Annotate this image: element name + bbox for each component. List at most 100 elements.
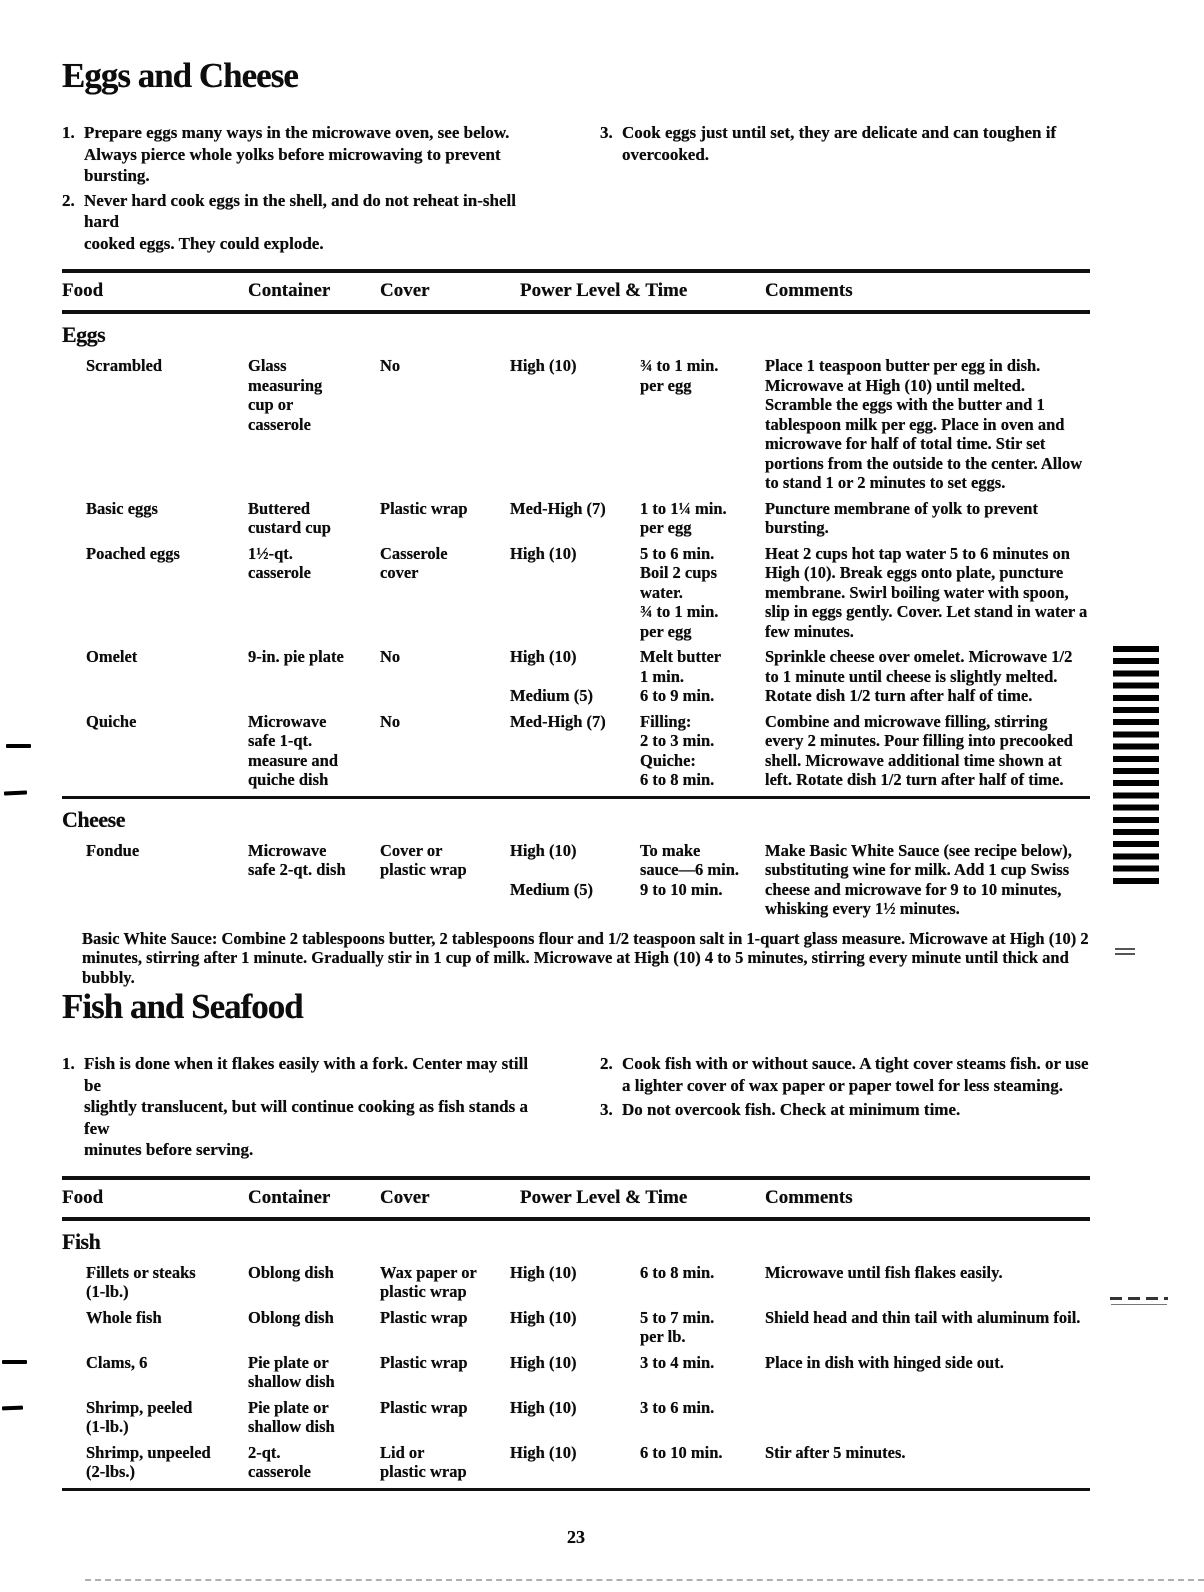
cell-container: 2-qt. casserole bbox=[248, 1442, 311, 1482]
cell-food: Shrimp, unpeeled (2-lbs.) bbox=[86, 1442, 211, 1482]
cell-comments: Place in dish with hinged side out. bbox=[765, 1352, 1004, 1372]
section-divider-rule bbox=[62, 795, 1090, 799]
notes-left-column: 1. Prepare eggs many ways in the microwa… bbox=[62, 122, 540, 257]
note-item: 3. Do not overcook fish. Check at minimu… bbox=[600, 1099, 1090, 1121]
table-row: Omelet 9-in. pie plate No High (10) Medi… bbox=[62, 647, 1090, 706]
eggs-cheese-table-header: Food Container Cover Power Level & Time … bbox=[62, 273, 1090, 310]
cell-comments: Place 1 teaspoon butter per egg in dish.… bbox=[765, 356, 1083, 492]
scan-artifact-right-dashes bbox=[1110, 1297, 1168, 1300]
note-text: Do not overcook fish. Check at minimum t… bbox=[622, 1100, 961, 1119]
cell-comments: Microwave until fish flakes easily. bbox=[765, 1262, 1003, 1282]
scan-artifact-left-dash bbox=[1, 1405, 24, 1411]
cell-power-level: High (10) bbox=[510, 356, 577, 375]
cell-container: Pie plate or shallow dish bbox=[248, 1397, 335, 1437]
table-row: Fillets or steaks (1-lb.) Oblong dish Wa… bbox=[62, 1263, 1090, 1302]
cell-cover: Plastic wrap bbox=[380, 1352, 468, 1372]
cell-cover: No bbox=[380, 647, 401, 666]
header-cover: Cover bbox=[380, 1186, 430, 1208]
cell-comments: Heat 2 cups hot tap water 5 to 6 minutes… bbox=[765, 543, 1088, 641]
note-text: Cook eggs just until set, they are delic… bbox=[622, 123, 1057, 164]
cell-power-level: High (10) bbox=[510, 1397, 577, 1417]
note-number: 2. bbox=[62, 190, 75, 210]
cell-cover: Plastic wrap bbox=[380, 1307, 468, 1327]
group-title-eggs: Eggs bbox=[62, 322, 106, 347]
note-number: 1. bbox=[62, 123, 75, 142]
cell-cover: Plastic wrap bbox=[380, 498, 468, 518]
cell-container: Buttered custard cup bbox=[248, 498, 331, 538]
group-title-fish: Fish bbox=[62, 1228, 101, 1254]
cell-power-level: High (10) Medium (5) bbox=[510, 647, 593, 705]
scan-artifact-left-dash bbox=[2, 1360, 27, 1364]
cell-time: 6 to 10 min. bbox=[640, 1442, 723, 1462]
notes-right-column: 2. Cook fish with or without sauce. A ti… bbox=[600, 1053, 1090, 1164]
cell-container: Microwave safe 2-qt. dish bbox=[248, 840, 346, 880]
cell-food: Basic eggs bbox=[86, 498, 158, 518]
cell-cover: Wax paper or plastic wrap bbox=[380, 1262, 477, 1302]
cell-power-level: High (10) Medium (5) bbox=[510, 840, 593, 899]
cell-cover: Plastic wrap bbox=[380, 1397, 468, 1417]
table-header-rule bbox=[62, 310, 1090, 314]
note-number: 2. bbox=[600, 1054, 613, 1073]
cell-cover: Cover or plastic wrap bbox=[380, 840, 467, 880]
fish-rows: Fillets or steaks (1-lb.) Oblong dish Wa… bbox=[62, 1263, 1090, 1482]
cell-time: Melt butter 1 min. 6 to 9 min. bbox=[640, 647, 722, 705]
table-row: Shrimp, peeled (1-lb.) Pie plate or shal… bbox=[62, 1398, 1090, 1437]
cell-comments: Puncture membrane of yolk to prevent bur… bbox=[765, 498, 1038, 538]
table-top-rule bbox=[62, 269, 1090, 273]
eggs-cheese-notes: 1. Prepare eggs many ways in the microwa… bbox=[62, 122, 1090, 257]
header-comments: Comments bbox=[765, 280, 853, 301]
cell-power-level: High (10) bbox=[510, 1352, 577, 1372]
header-container: Container bbox=[248, 1186, 331, 1208]
table-row: Shrimp, unpeeled (2-lbs.) 2-qt. casserol… bbox=[62, 1443, 1090, 1482]
cell-container: Pie plate or shallow dish bbox=[248, 1352, 335, 1392]
cell-food: Whole fish bbox=[86, 1307, 162, 1327]
cell-time: To make sauce—6 min. 9 to 10 min. bbox=[640, 840, 739, 899]
fish-table-header: Food Container Cover Power Level & Time … bbox=[62, 1180, 1090, 1217]
page-number: 23 bbox=[567, 1526, 585, 1547]
cell-food: Scrambled bbox=[86, 356, 163, 375]
cell-cover: Casserole cover bbox=[380, 543, 448, 583]
cell-comments: Sprinkle cheese over omelet. Microwave 1… bbox=[765, 647, 1073, 705]
cell-time: 3 to 6 min. bbox=[640, 1397, 715, 1417]
cell-comments: Combine and microwave filling, stirring … bbox=[765, 711, 1073, 790]
fish-seafood-notes: 1. Fish is done when it flakes easily wi… bbox=[62, 1053, 1090, 1164]
cell-comments: Stir after 5 minutes. bbox=[765, 1442, 906, 1462]
table-row: Whole fish Oblong dish Plastic wrap High… bbox=[62, 1308, 1090, 1347]
header-comments: Comments bbox=[765, 1186, 853, 1208]
cell-container: Glass measuring cup or casserole bbox=[248, 356, 323, 434]
table-row: Clams, 6 Pie plate or shallow dish Plast… bbox=[62, 1353, 1090, 1392]
cell-power-level: High (10) bbox=[510, 1442, 577, 1462]
notes-left-column: 1. Fish is done when it flakes easily wi… bbox=[62, 1053, 540, 1164]
note-number: 1. bbox=[62, 1054, 75, 1073]
cell-comments: Make Basic White Sauce (see recipe below… bbox=[765, 840, 1072, 919]
fish-seafood-title: Fish and Seafood bbox=[62, 987, 304, 1026]
cell-time: Filling: 2 to 3 min. Quiche: 6 to 8 min. bbox=[640, 711, 715, 790]
footnote-text: Combine 2 tablespoons butter, 2 tablespo… bbox=[82, 928, 1089, 987]
cell-container: Oblong dish bbox=[248, 1262, 334, 1282]
header-cover: Cover bbox=[380, 280, 430, 301]
cell-cover: Lid or plastic wrap bbox=[380, 1442, 467, 1482]
cell-time: 1 to 1¼ min. per egg bbox=[640, 498, 727, 538]
cell-time: 5 to 7 min. per lb. bbox=[640, 1307, 715, 1347]
cheese-rows: Fondue Microwave safe 2-qt. dish Cover o… bbox=[62, 841, 1090, 919]
cell-food: Clams, 6 bbox=[86, 1352, 148, 1372]
scan-artifact-equals-mark bbox=[1115, 948, 1135, 955]
header-power-time: Power Level & Time bbox=[520, 280, 688, 301]
cell-container: 1½-qt. casserole bbox=[248, 543, 311, 583]
cell-container: Microwave safe 1-qt. measure and quiche … bbox=[248, 711, 338, 790]
scan-artifact-left-dash bbox=[3, 790, 28, 796]
note-item: 2. Never hard cook eggs in the shell, an… bbox=[62, 190, 540, 255]
cell-comments: Shield head and thin tail with aluminum … bbox=[765, 1307, 1081, 1327]
header-food: Food bbox=[62, 1186, 104, 1208]
cell-time: 3 to 4 min. bbox=[640, 1352, 715, 1372]
table-top-rule bbox=[62, 1175, 1090, 1180]
scan-artifact-binding-bars bbox=[1113, 646, 1159, 890]
cell-time: 5 to 6 min. Boil 2 cups water. ¾ to 1 mi… bbox=[640, 543, 719, 641]
note-text: Never hard cook eggs in the shell, and d… bbox=[84, 190, 516, 253]
cell-power-level: High (10) bbox=[510, 1307, 577, 1327]
table-row: Quiche Microwave safe 1-qt. measure and … bbox=[62, 712, 1090, 790]
note-number: 3. bbox=[600, 123, 613, 142]
cell-food: Fillets or steaks (1-lb.) bbox=[86, 1262, 196, 1302]
scan-artifact-left-dash bbox=[6, 744, 31, 748]
note-text: Prepare eggs many ways in the microwave … bbox=[84, 123, 510, 185]
